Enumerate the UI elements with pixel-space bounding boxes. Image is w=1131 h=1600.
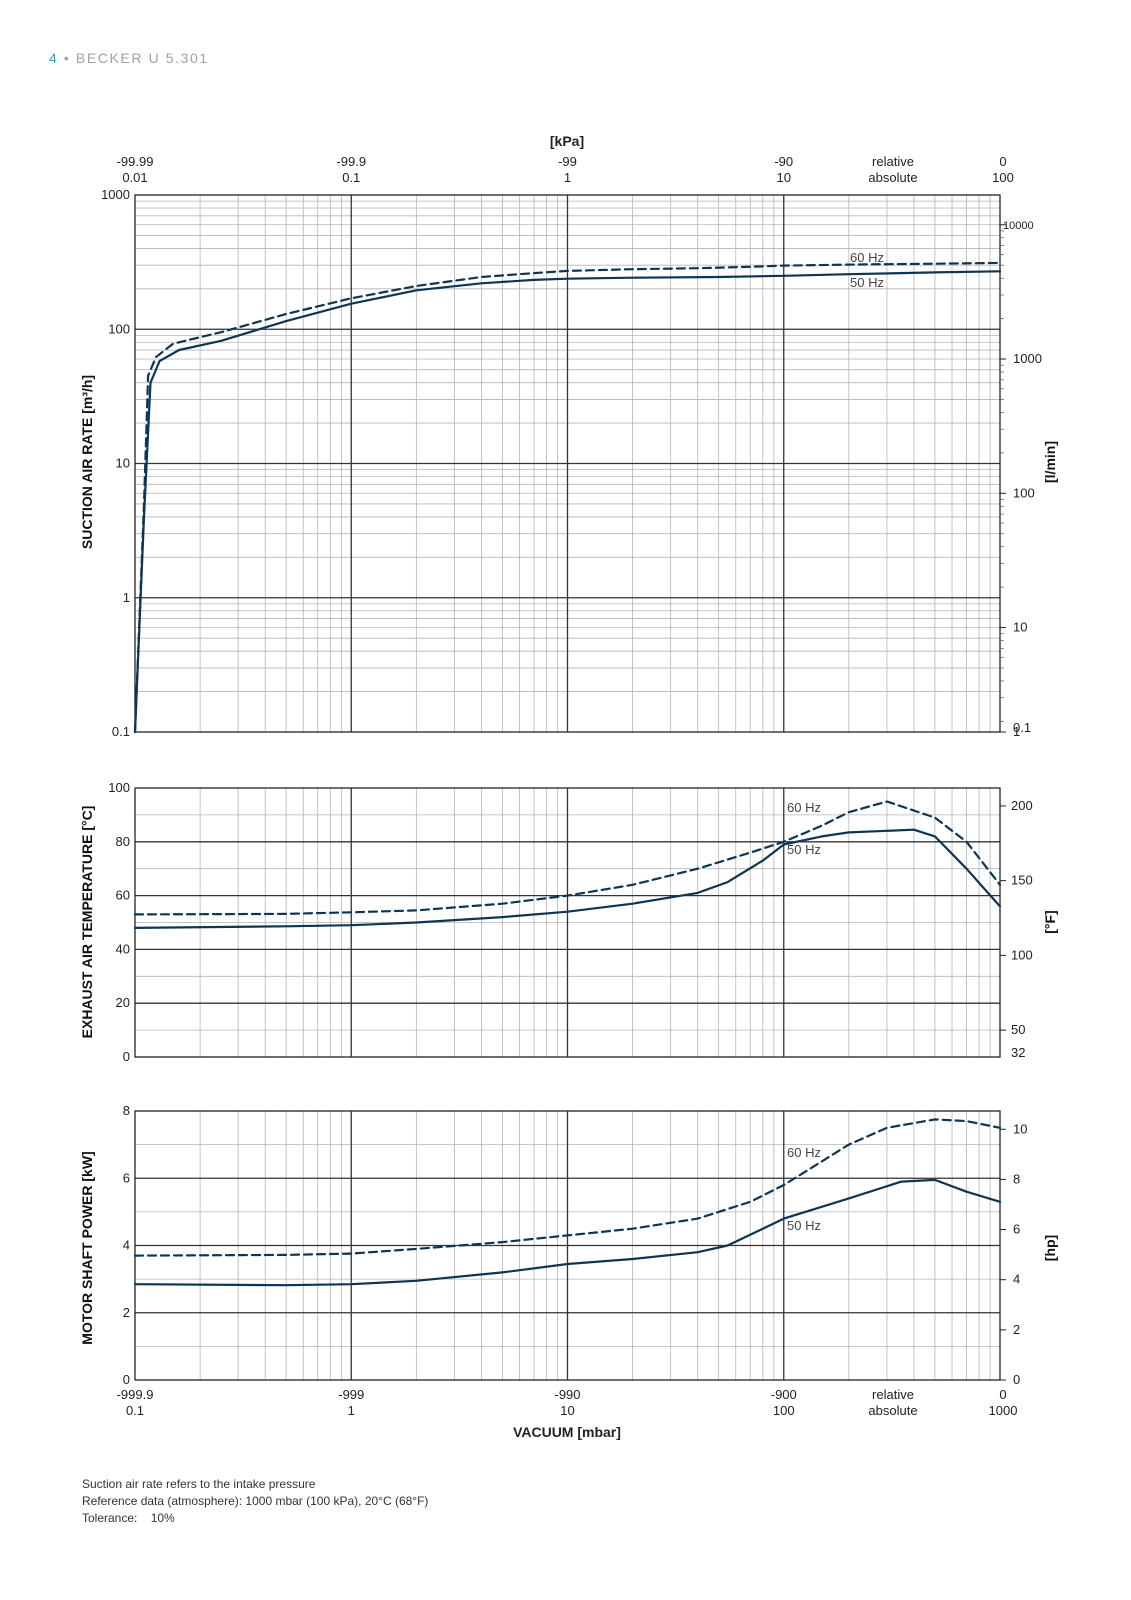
y-tick-label: 10 bbox=[116, 456, 130, 471]
series-label: 60 Hz bbox=[787, 800, 821, 815]
y-axis-title: EXHAUST AIR TEMPERATURE [°C] bbox=[79, 806, 95, 1039]
bottom-axis-absolute-label: absolute bbox=[868, 1403, 917, 1418]
series-line-50-hz bbox=[133, 270, 1002, 734]
top-axis-absolute-label: 100 bbox=[992, 170, 1014, 185]
page-number: 4 bbox=[49, 50, 59, 66]
bottom-axis-absolute-label: 1000 bbox=[989, 1403, 1018, 1418]
top-axis-absolute-label: 0.1 bbox=[342, 170, 360, 185]
series-line-60-hz bbox=[133, 800, 1002, 916]
bottom-axis-relative-label: -999.9 bbox=[117, 1387, 154, 1402]
top-axis-relative-label: -99.99 bbox=[117, 154, 154, 169]
y2-tick-label: 2 bbox=[1013, 1322, 1020, 1337]
bottom-axis-absolute-label: 0.1 bbox=[126, 1403, 144, 1418]
plot-frame bbox=[134, 1110, 1001, 1381]
y-tick-label: 1 bbox=[123, 590, 130, 605]
bottom-axis-relative-label: -990 bbox=[554, 1387, 580, 1402]
y-tick-label: 100 bbox=[108, 321, 130, 336]
header-separator: • bbox=[63, 50, 71, 66]
top-axis-title: [kPa] bbox=[550, 133, 584, 149]
y-tick-label: 0 bbox=[123, 1372, 130, 1387]
y-tick-label: 100 bbox=[108, 780, 130, 795]
y2-tick-label: 0 bbox=[1013, 1372, 1020, 1387]
y2-axis-title: [l/min] bbox=[1042, 441, 1058, 483]
y2-tick-label: 150 bbox=[1011, 873, 1033, 888]
bottom-axis-absolute-label: 10 bbox=[560, 1403, 574, 1418]
series-line-50-hz bbox=[133, 828, 1002, 929]
y-tick-label: 20 bbox=[116, 995, 130, 1010]
series-label: 50 Hz bbox=[787, 1218, 821, 1233]
y-tick-label: 4 bbox=[123, 1238, 130, 1253]
y2-axis-title: [hp] bbox=[1042, 1235, 1058, 1261]
y2-tick-label: 6 bbox=[1013, 1222, 1020, 1237]
bottom-axis-relative-label: -900 bbox=[771, 1387, 797, 1402]
y-tick-label: 40 bbox=[116, 941, 130, 956]
y2-axis-title: [°F] bbox=[1042, 910, 1058, 933]
y2-tick-label: 200 bbox=[1011, 798, 1033, 813]
y-tick-label: 2 bbox=[123, 1305, 130, 1320]
bottom-axis-relative-label: 0 bbox=[999, 1387, 1006, 1402]
y-axis-title: SUCTION AIR RATE [m³/h] bbox=[79, 375, 95, 549]
y2-tick-label: 100 bbox=[1013, 485, 1035, 500]
footer-notes: Suction air rate refers to the intake pr… bbox=[82, 1476, 428, 1527]
bottom-axis-absolute-label: 100 bbox=[773, 1403, 795, 1418]
y-tick-label: 0 bbox=[123, 1049, 130, 1064]
top-axis-absolute-label: absolute bbox=[868, 170, 917, 185]
product-name: BECKER U 5.301 bbox=[75, 50, 209, 66]
footer-note-intake: Suction air rate refers to the intake pr… bbox=[82, 1477, 316, 1491]
top-axis-absolute-label: 1 bbox=[564, 170, 571, 185]
series-label: 60 Hz bbox=[850, 250, 884, 265]
suction-air-rate-chart: 10001001010.11000010001001010.1[kPa]-99.… bbox=[79, 133, 1058, 739]
y2-tick-label: 1000 bbox=[1013, 351, 1042, 366]
y-tick-label: 1000 bbox=[101, 187, 130, 202]
plot-frame bbox=[134, 787, 1001, 1058]
series-line-60-hz bbox=[133, 1118, 1002, 1257]
top-axis-relative-label: relative bbox=[872, 154, 914, 169]
bottom-axis-absolute-label: 1 bbox=[348, 1403, 355, 1418]
y-tick-label: 0.1 bbox=[112, 724, 130, 739]
top-axis-absolute-label: 10 bbox=[777, 170, 791, 185]
series-line-60-hz bbox=[133, 261, 1002, 734]
y2-tick-label: 10000 bbox=[1003, 220, 1034, 232]
y2-tick-label: 8 bbox=[1013, 1171, 1020, 1186]
series-line-50-hz bbox=[133, 1178, 1002, 1287]
y-axis-title: MOTOR SHAFT POWER [kW] bbox=[79, 1151, 95, 1344]
y2-tick-label: 0.1 bbox=[1013, 720, 1031, 735]
y-tick-label: 6 bbox=[123, 1170, 130, 1185]
top-axis-relative-label: -99 bbox=[558, 154, 577, 169]
top-axis-absolute-label: 0.01 bbox=[122, 170, 147, 185]
top-axis-relative-label: -90 bbox=[774, 154, 793, 169]
bottom-axis-relative-label: -999 bbox=[338, 1387, 364, 1402]
series-label: 50 Hz bbox=[850, 275, 884, 290]
top-axis-relative-label: 0 bbox=[999, 154, 1006, 169]
y-tick-label: 8 bbox=[123, 1103, 130, 1118]
y2-tick-label: 50 bbox=[1011, 1022, 1025, 1037]
y2-tick-label: 4 bbox=[1013, 1272, 1020, 1287]
y2-tick-label: 100 bbox=[1011, 947, 1033, 962]
footer-note-tolerance: Tolerance: 10% bbox=[82, 1511, 175, 1525]
y-tick-label: 60 bbox=[116, 888, 130, 903]
series-label: 60 Hz bbox=[787, 1145, 821, 1160]
y2-tick-label: 1 bbox=[1013, 724, 1020, 739]
y-tick-label: 80 bbox=[116, 834, 130, 849]
top-axis-relative-label: -99.9 bbox=[336, 154, 366, 169]
page-header: 4 • BECKER U 5.301 bbox=[49, 50, 209, 66]
series-label: 50 Hz bbox=[787, 842, 821, 857]
y2-tick-label: 32 bbox=[1011, 1045, 1025, 1060]
bottom-axis-relative-label: relative bbox=[872, 1387, 914, 1402]
y2-tick-label: 10 bbox=[1013, 1121, 1027, 1136]
y2-tick-label: 10 bbox=[1013, 620, 1027, 635]
bottom-axis-title: VACUUM [mbar] bbox=[513, 1424, 621, 1440]
plot-frame bbox=[134, 194, 1001, 733]
footer-note-reference: Reference data (atmosphere): 1000 mbar (… bbox=[82, 1494, 429, 1508]
